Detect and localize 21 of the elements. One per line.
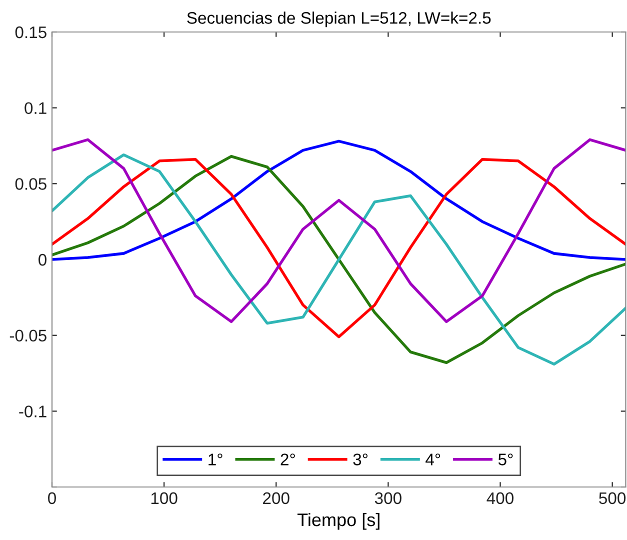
- legend-label: 2°: [280, 454, 295, 466]
- y-tick-label: 0: [38, 254, 46, 266]
- x-tick-label: 400: [486, 492, 514, 504]
- y-tick-label: -0.1: [19, 406, 46, 418]
- legend-label: 3°: [353, 454, 368, 466]
- y-tick-label: 0.1: [24, 102, 46, 114]
- x-tick-label: 300: [374, 492, 402, 504]
- x-tick-label: 100: [151, 492, 178, 504]
- x-tick-label: 0: [48, 492, 56, 504]
- x-tick-label: 500: [599, 492, 626, 504]
- x-axis-title: Tiempo [s]: [297, 512, 380, 530]
- legend-label: 5°: [498, 454, 513, 466]
- y-tick-label: 0.05: [15, 178, 46, 190]
- chart-title: Secuencias de Slepian L=512, LW=k=2.5: [187, 12, 491, 28]
- line-series: [52, 138, 626, 324]
- x-tick-label: 200: [263, 492, 290, 504]
- y-tick-label: -0.05: [10, 330, 46, 342]
- line-series: [52, 140, 626, 261]
- y-tick-label: 0.15: [15, 26, 46, 38]
- legend-label: 1°: [208, 454, 222, 466]
- legend-label: 4°: [426, 454, 440, 466]
